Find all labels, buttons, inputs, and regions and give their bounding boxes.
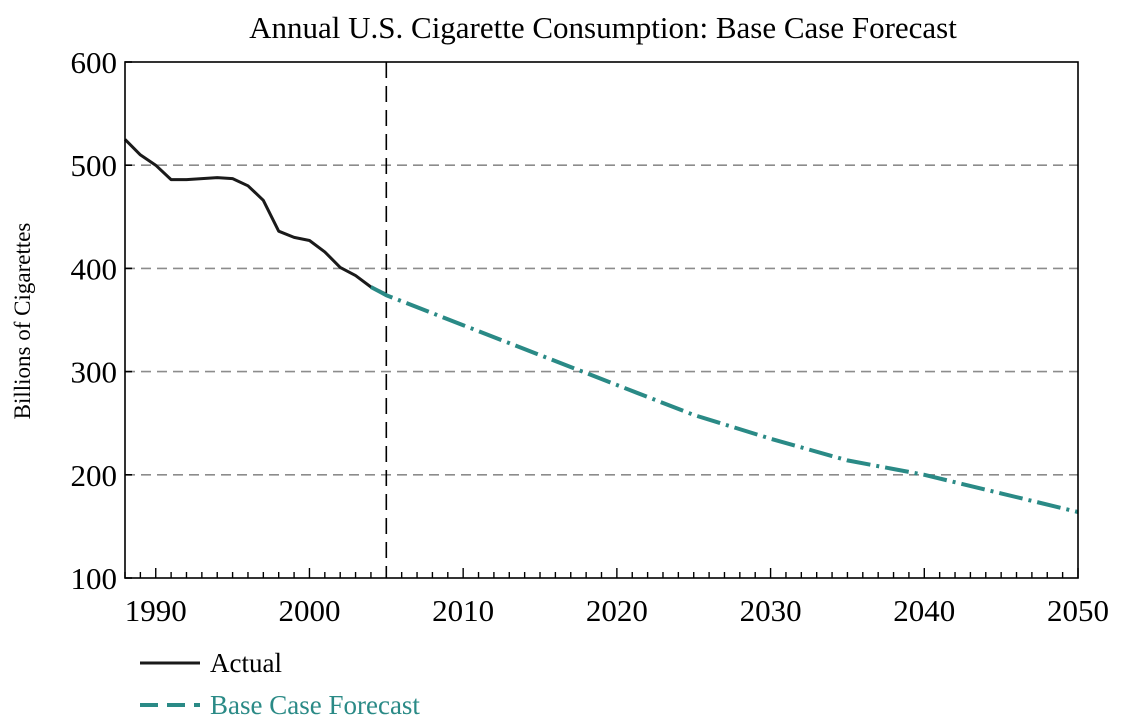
- series-line-forecast: [369, 285, 1079, 514]
- x-tick-label: 2040: [893, 593, 955, 628]
- y-axis-label: Billions of Cigarettes: [10, 223, 35, 420]
- y-tick-label: 600: [71, 45, 118, 80]
- plot-area: [124, 61, 1079, 579]
- x-tick-label: 2030: [740, 593, 802, 628]
- axis-ticks: 100 200 300 400 500 600 1990 2000 2010 2020 2030 20…: [71, 45, 1110, 628]
- y-tick-label: 200: [71, 458, 118, 493]
- x-tick-label: 1990: [125, 593, 187, 628]
- chart-title: Annual U.S. Cigarette Consumption: Base …: [249, 10, 957, 45]
- series-line-actual: [123, 138, 387, 296]
- legend-forecast-label: Base Case Forecast: [210, 690, 420, 719]
- y-tick-label: 500: [71, 148, 118, 183]
- series-lines: [123, 138, 1079, 514]
- y-tick-label: 400: [71, 251, 118, 286]
- y-tick-label: 100: [71, 561, 118, 596]
- x-tick-label: 2000: [278, 593, 340, 628]
- x-tick-label: 2010: [432, 593, 494, 628]
- legend-actual-label: Actual: [210, 648, 282, 678]
- legend: Actual Base Case Forecast: [140, 648, 420, 719]
- x-tick-label: 2020: [586, 593, 648, 628]
- x-tick-label: 2050: [1047, 593, 1109, 628]
- y-tick-label: 300: [71, 355, 118, 390]
